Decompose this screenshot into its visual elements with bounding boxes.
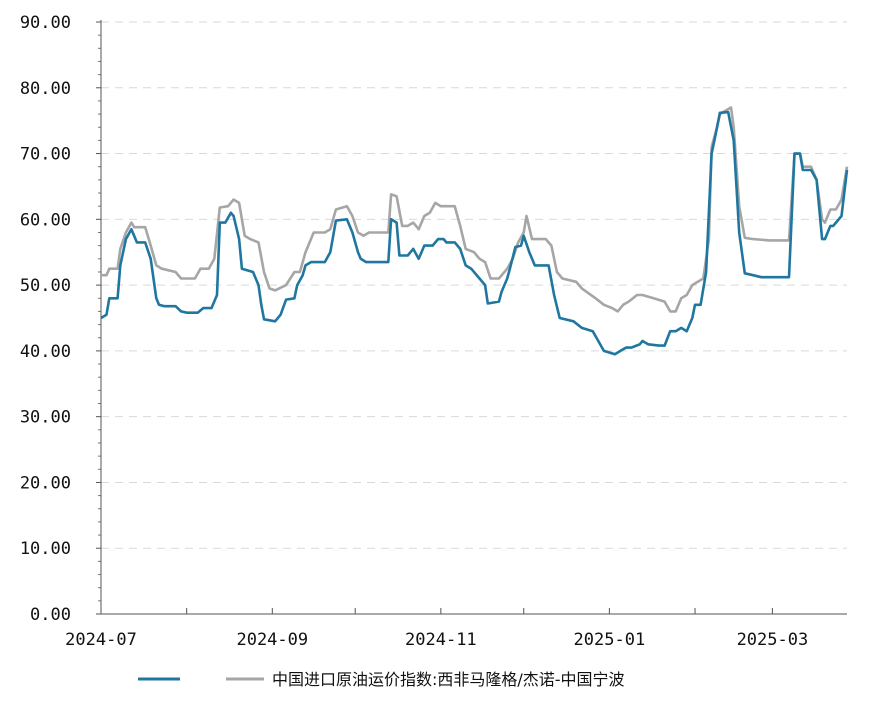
legend-label-1: 中国进口原油运价指数:西非马隆格/杰诺-中国宁波 xyxy=(272,670,625,689)
legend: 中国进口原油运价指数:西非马隆格/杰诺-中国宁波 xyxy=(138,670,625,689)
x-tick-label: 2024-11 xyxy=(405,630,477,650)
y-tick-label: 20.00 xyxy=(20,473,71,493)
y-tick-label: 30.00 xyxy=(20,408,71,428)
y-tick-label: 90.00 xyxy=(20,13,71,33)
series-line-0 xyxy=(100,110,849,356)
y-tick-label: 80.00 xyxy=(20,79,71,99)
x-tick-label: 2024-09 xyxy=(236,630,308,650)
x-tick-label: 2025-03 xyxy=(737,630,809,650)
y-tick-label: 10.00 xyxy=(20,539,71,559)
x-tick-label: 2025-01 xyxy=(574,630,646,650)
y-tick-label: 70.00 xyxy=(20,145,71,165)
series-line-1 xyxy=(101,106,849,313)
horizontal-gridlines xyxy=(101,21,847,549)
series-lines xyxy=(100,106,849,356)
y-tick-label: 60.00 xyxy=(20,210,71,230)
x-axis: 2024-07 2024-09 2024-11 2025-01 2025-03 xyxy=(65,608,847,650)
y-tick-label: 50.00 xyxy=(20,276,71,296)
y-tick-label: 0.00 xyxy=(30,605,71,625)
y-tick-label: 40.00 xyxy=(20,342,71,362)
y-axis: 0.00 10.00 20.00 30.00 40.00 50.00 60.00 70.00 8… xyxy=(20,13,102,625)
x-tick-label: 2024-07 xyxy=(65,630,137,650)
